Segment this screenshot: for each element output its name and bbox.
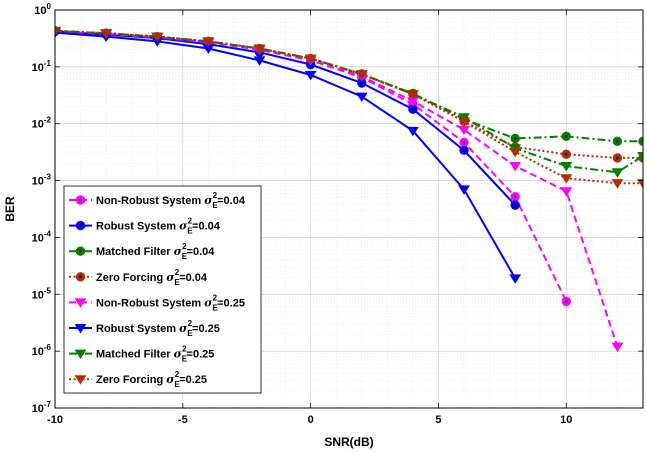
- y-tick-label: 10-4: [32, 229, 52, 244]
- legend-marker-center: [79, 198, 82, 202]
- legend-entry: Matched Filter σE2=0.25: [69, 345, 214, 364]
- data-point: [407, 90, 419, 100]
- y-tick-label: 10-1: [32, 59, 52, 74]
- legend-label: Robust System σE2=0.25: [96, 319, 220, 338]
- data-point: [304, 54, 317, 64]
- legend-marker: [74, 375, 87, 385]
- legend-entry: Non-Robust System σE2=0.25: [69, 293, 245, 312]
- legend-label: Matched Filter σE2=0.04: [96, 242, 215, 261]
- legend-marker: [74, 298, 87, 308]
- data-point-center: [616, 156, 619, 160]
- x-tick-label: -10: [47, 414, 63, 426]
- data-point: [611, 168, 624, 178]
- data-point-center: [513, 137, 517, 140]
- data-point-center: [462, 149, 466, 152]
- data-point: [253, 56, 266, 66]
- data-point-center: [513, 195, 517, 199]
- y-tick-label: 100: [34, 2, 51, 17]
- x-tick-labels: -10 -5 0 5 10: [47, 414, 572, 426]
- legend: Non-Robust System σE2=0.04 Robust System …: [63, 185, 262, 394]
- data-point-center: [565, 300, 568, 303]
- series-line: [55, 31, 517, 279]
- series-layer: [55, 26, 643, 353]
- legend-marker: [74, 349, 87, 360]
- data-point: [253, 44, 266, 54]
- series-7: [55, 26, 643, 189]
- legend-box: [63, 185, 262, 394]
- data-point: [304, 70, 317, 81]
- data-point: [637, 152, 643, 162]
- x-tick-label: -5: [178, 414, 188, 426]
- legend-label: Zero Forcing σE2=0.25: [96, 370, 207, 389]
- legend-label: Non-Robust System σE2=0.25: [96, 293, 245, 312]
- x-tick-label: 0: [308, 414, 314, 426]
- legend-entry: Non-Robust System σE2=0.04: [69, 191, 246, 210]
- series-2: [55, 26, 643, 147]
- x-axis-label: SNR(dB): [324, 435, 373, 449]
- legend-label: Zero Forcing σE2=0.04: [96, 268, 208, 287]
- data-point: [509, 162, 522, 172]
- x-tick-label: 10: [560, 414, 572, 426]
- y-tick-label: 10-5: [32, 286, 52, 301]
- series-line: [55, 30, 619, 347]
- data-point-center: [462, 141, 466, 144]
- ticks: [54, 9, 643, 409]
- data-point: [55, 26, 61, 37]
- data-point: [637, 179, 643, 189]
- data-point: [458, 185, 470, 195]
- y-axis-label: BER: [3, 196, 17, 222]
- legend-entry: Robust System σE2=0.04: [69, 217, 221, 236]
- data-point: [560, 162, 573, 172]
- data-point: [560, 174, 573, 184]
- legend-label: Non-Robust System σE2=0.04: [96, 191, 246, 210]
- y-tick-labels: 100 10-1 10-2 10-3 10-4 10-5 10-6 10-7: [32, 2, 52, 415]
- data-point: [151, 32, 164, 43]
- data-point: [611, 179, 624, 189]
- data-point-center: [411, 107, 415, 111]
- data-point: [407, 126, 419, 137]
- legend-entry: Matched Filter σE2=0.04: [69, 242, 215, 261]
- data-point-center: [360, 81, 364, 85]
- data-point: [611, 342, 624, 353]
- legend-marker-center: [79, 224, 82, 227]
- series-line: [55, 30, 516, 206]
- data-point: [100, 29, 113, 39]
- data-point-center: [565, 135, 568, 138]
- legend-marker-center: [79, 275, 82, 279]
- series-3: [55, 26, 643, 163]
- series-line: [55, 29, 643, 185]
- data-point: [509, 147, 522, 158]
- y-tick-label: 10-6: [32, 343, 52, 358]
- y-tick-label: 10-2: [32, 116, 52, 131]
- legend-label: Matched Filter σE2=0.25: [96, 345, 214, 364]
- data-point-center: [513, 203, 517, 207]
- y-tick-label: 10-3: [32, 173, 52, 188]
- data-point: [202, 37, 215, 47]
- legend-entry: Zero Forcing σE2=0.25: [69, 370, 207, 389]
- data-point: [509, 274, 522, 284]
- plot-frame: [54, 9, 644, 409]
- data-point-center: [616, 140, 619, 143]
- data-point: [458, 117, 470, 127]
- legend-entry: Zero Forcing σE2=0.04: [69, 268, 208, 287]
- series-line: [55, 29, 643, 174]
- legend-marker-center: [79, 249, 82, 253]
- legend-marker: [74, 324, 87, 334]
- series-5: [55, 28, 522, 284]
- data-point-center: [565, 152, 568, 156]
- legend-label: Robust System σE2=0.04: [96, 217, 221, 236]
- data-point: [355, 70, 368, 80]
- x-tick-label: 5: [435, 414, 441, 426]
- data-point: [560, 187, 573, 197]
- series-line: [55, 29, 643, 143]
- data-point: [355, 92, 368, 103]
- y-tick-label: 10-7: [32, 400, 52, 415]
- legend-entry: Robust System σE2=0.25: [69, 319, 220, 338]
